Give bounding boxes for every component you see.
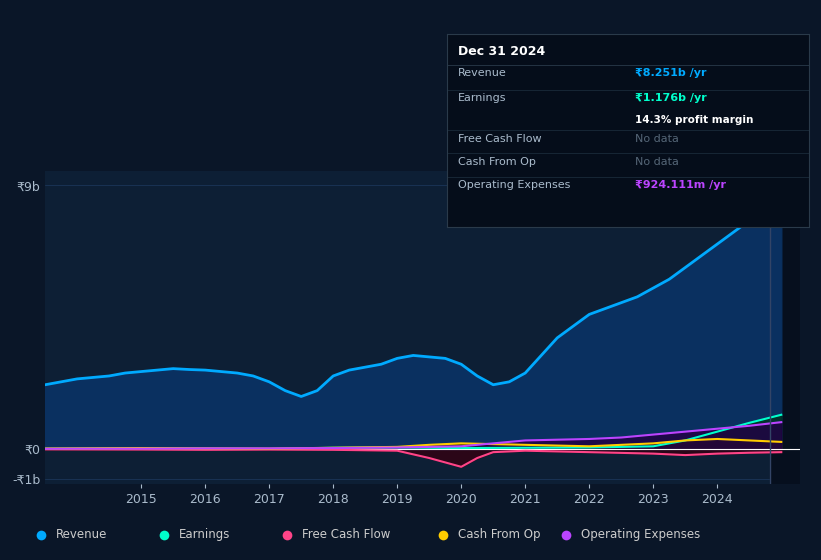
Text: ₹924.111m /yr: ₹924.111m /yr [635,180,727,190]
Text: Free Cash Flow: Free Cash Flow [458,134,542,144]
Text: ₹1.176b /yr: ₹1.176b /yr [635,94,707,104]
Text: Cash From Op: Cash From Op [458,528,540,542]
Text: Revenue: Revenue [56,528,108,542]
Text: Dec 31 2024: Dec 31 2024 [458,45,545,58]
Text: Cash From Op: Cash From Op [458,157,536,167]
Text: Earnings: Earnings [179,528,231,542]
Text: Revenue: Revenue [458,68,507,78]
Bar [770,171,800,484]
Text: Operating Expenses: Operating Expenses [458,180,571,190]
Text: No data: No data [635,157,679,167]
Text: Earnings: Earnings [458,94,507,104]
Text: Operating Expenses: Operating Expenses [581,528,700,542]
Text: Free Cash Flow: Free Cash Flow [302,528,391,542]
Text: No data: No data [635,134,679,144]
Text: 14.3% profit margin: 14.3% profit margin [635,115,754,125]
Text: ₹8.251b /yr: ₹8.251b /yr [635,68,707,78]
